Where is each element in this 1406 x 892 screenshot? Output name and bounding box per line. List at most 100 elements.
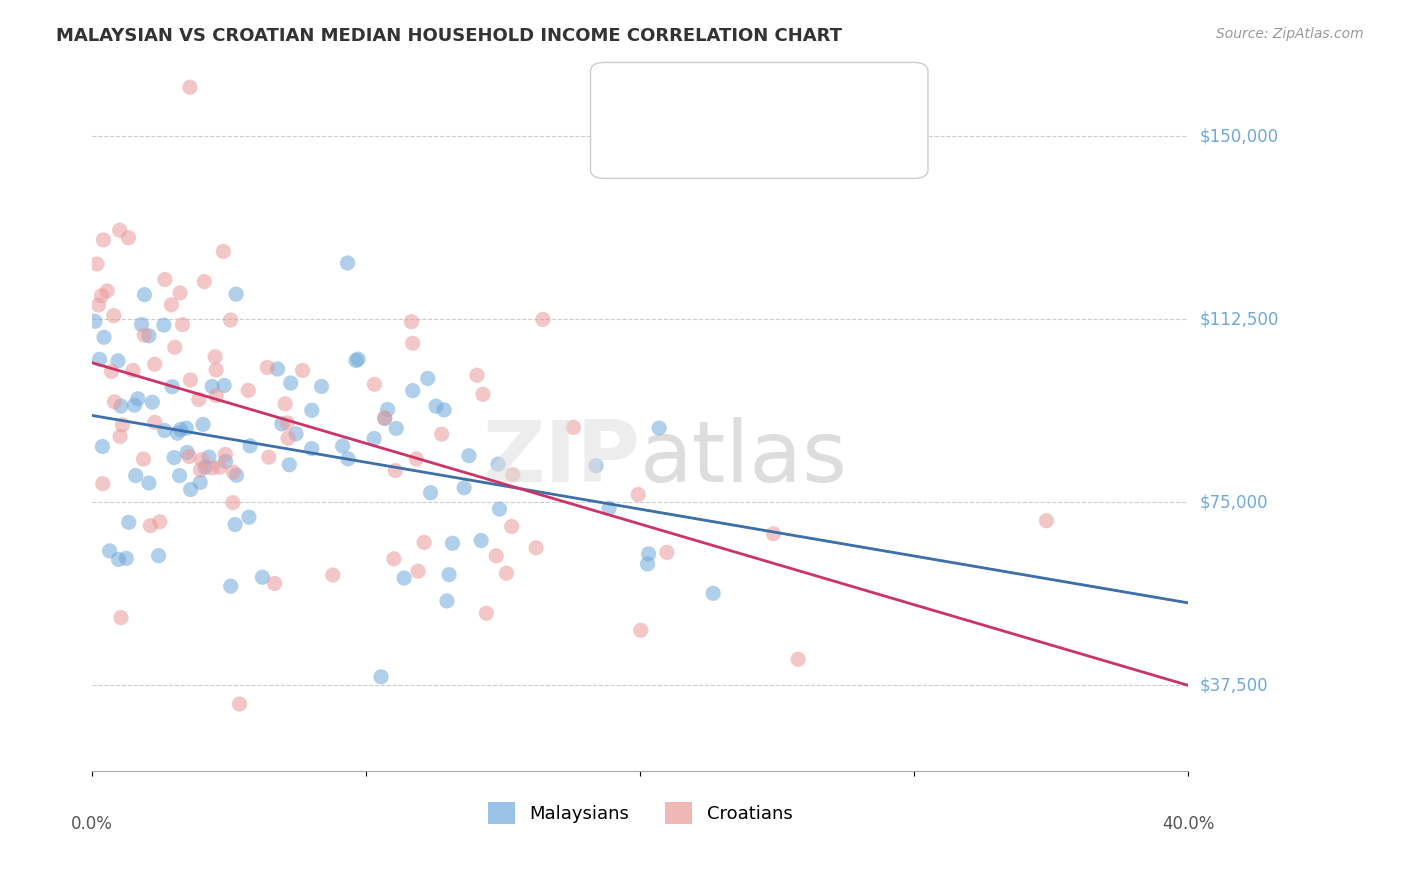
Point <box>280 376 302 390</box>
Point <box>141 395 163 409</box>
Point <box>274 397 297 411</box>
Point <box>238 510 260 524</box>
Point <box>153 424 176 438</box>
Point <box>377 402 399 417</box>
Point <box>91 440 114 454</box>
Point <box>96 284 118 298</box>
Point <box>190 463 212 477</box>
Point <box>627 487 650 501</box>
Point <box>301 403 323 417</box>
Point <box>402 336 425 351</box>
Point <box>382 551 405 566</box>
Point <box>138 475 160 490</box>
Point <box>208 460 231 475</box>
Point <box>204 350 226 364</box>
Point <box>179 450 201 464</box>
Point <box>252 570 274 584</box>
Point <box>384 464 406 478</box>
Text: 40.0%: 40.0% <box>1161 814 1215 833</box>
Point <box>762 526 785 541</box>
Point <box>502 467 524 482</box>
Text: MALAYSIAN VS CROATIAN MEDIAN HOUSEHOLD INCOME CORRELATION CHART: MALAYSIAN VS CROATIAN MEDIAN HOUSEHOLD I… <box>56 27 842 45</box>
Text: $75,000: $75,000 <box>1199 493 1268 511</box>
Point <box>486 457 509 471</box>
Point <box>301 442 323 456</box>
Point <box>413 535 436 549</box>
Text: 0.0%: 0.0% <box>72 814 112 833</box>
Point <box>285 426 308 441</box>
Point <box>524 541 547 555</box>
Point <box>191 452 214 467</box>
Point <box>332 439 354 453</box>
Point <box>585 458 607 473</box>
Text: $150,000: $150,000 <box>1199 127 1278 145</box>
Point <box>201 379 224 393</box>
Point <box>107 354 129 368</box>
Point <box>194 460 217 475</box>
Point <box>214 447 236 461</box>
Point <box>347 352 370 367</box>
Point <box>228 697 250 711</box>
Text: R = -0.206   N = 81: R = -0.206 N = 81 <box>647 87 783 101</box>
Point <box>239 439 262 453</box>
Text: $37,500: $37,500 <box>1199 676 1268 694</box>
Point <box>100 364 122 378</box>
Point <box>108 223 131 237</box>
Point <box>103 395 125 409</box>
Point <box>458 449 481 463</box>
Point <box>153 272 176 286</box>
Point <box>149 515 172 529</box>
Text: $112,500: $112,500 <box>1199 310 1278 328</box>
Point <box>598 501 620 516</box>
Point <box>416 371 439 385</box>
Point <box>139 518 162 533</box>
Point <box>238 384 260 398</box>
Point <box>176 445 198 459</box>
Point <box>385 421 408 435</box>
Point <box>648 421 671 435</box>
Point <box>205 389 228 403</box>
Point <box>170 422 193 436</box>
Point <box>89 352 111 367</box>
Text: atlas: atlas <box>640 417 848 500</box>
Point <box>405 452 427 467</box>
Point <box>219 313 242 327</box>
Point <box>110 399 132 413</box>
Point <box>374 410 396 425</box>
Point <box>370 670 392 684</box>
Point <box>337 451 360 466</box>
Point <box>179 80 201 95</box>
Point <box>160 298 183 312</box>
Point <box>222 465 245 479</box>
Point <box>1035 514 1057 528</box>
Point <box>501 519 523 533</box>
Text: R = -0.522   N = 79: R = -0.522 N = 79 <box>647 126 783 140</box>
Point <box>117 231 139 245</box>
Point <box>392 571 415 585</box>
Point <box>637 557 659 571</box>
Point <box>193 275 215 289</box>
Point <box>465 368 488 383</box>
Point <box>138 328 160 343</box>
Point <box>402 384 425 398</box>
Point <box>176 421 198 435</box>
Point <box>198 450 221 464</box>
Point <box>163 340 186 354</box>
Point <box>363 377 385 392</box>
Point <box>131 318 153 332</box>
Point <box>702 586 724 600</box>
Point <box>363 432 385 446</box>
Point <box>212 244 235 259</box>
Point <box>103 309 125 323</box>
Point <box>169 285 191 300</box>
Point <box>266 362 288 376</box>
Point <box>374 411 396 425</box>
Point <box>160 380 183 394</box>
Point <box>433 402 456 417</box>
Point <box>110 610 132 624</box>
Point <box>291 363 314 377</box>
Point <box>270 417 292 431</box>
Point <box>311 379 333 393</box>
Point <box>148 549 170 563</box>
Text: ZIP: ZIP <box>482 417 640 500</box>
